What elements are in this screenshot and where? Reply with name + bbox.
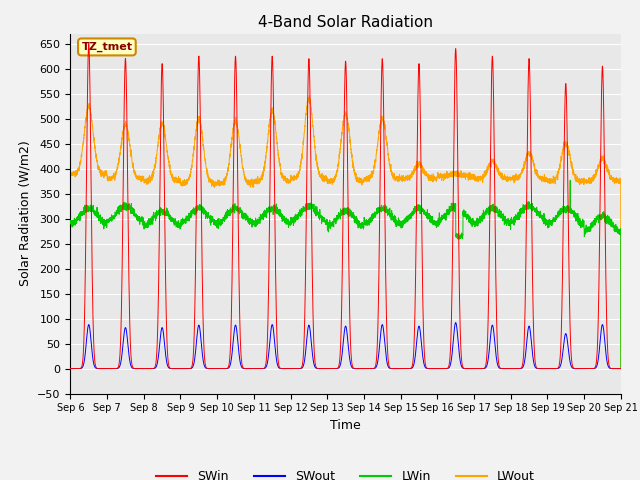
X-axis label: Time: Time <box>330 419 361 432</box>
Legend: SWin, SWout, LWin, LWout: SWin, SWout, LWin, LWout <box>151 465 540 480</box>
Title: 4-Band Solar Radiation: 4-Band Solar Radiation <box>258 15 433 30</box>
Y-axis label: Solar Radiation (W/m2): Solar Radiation (W/m2) <box>19 141 32 287</box>
Text: TZ_tmet: TZ_tmet <box>81 42 132 52</box>
